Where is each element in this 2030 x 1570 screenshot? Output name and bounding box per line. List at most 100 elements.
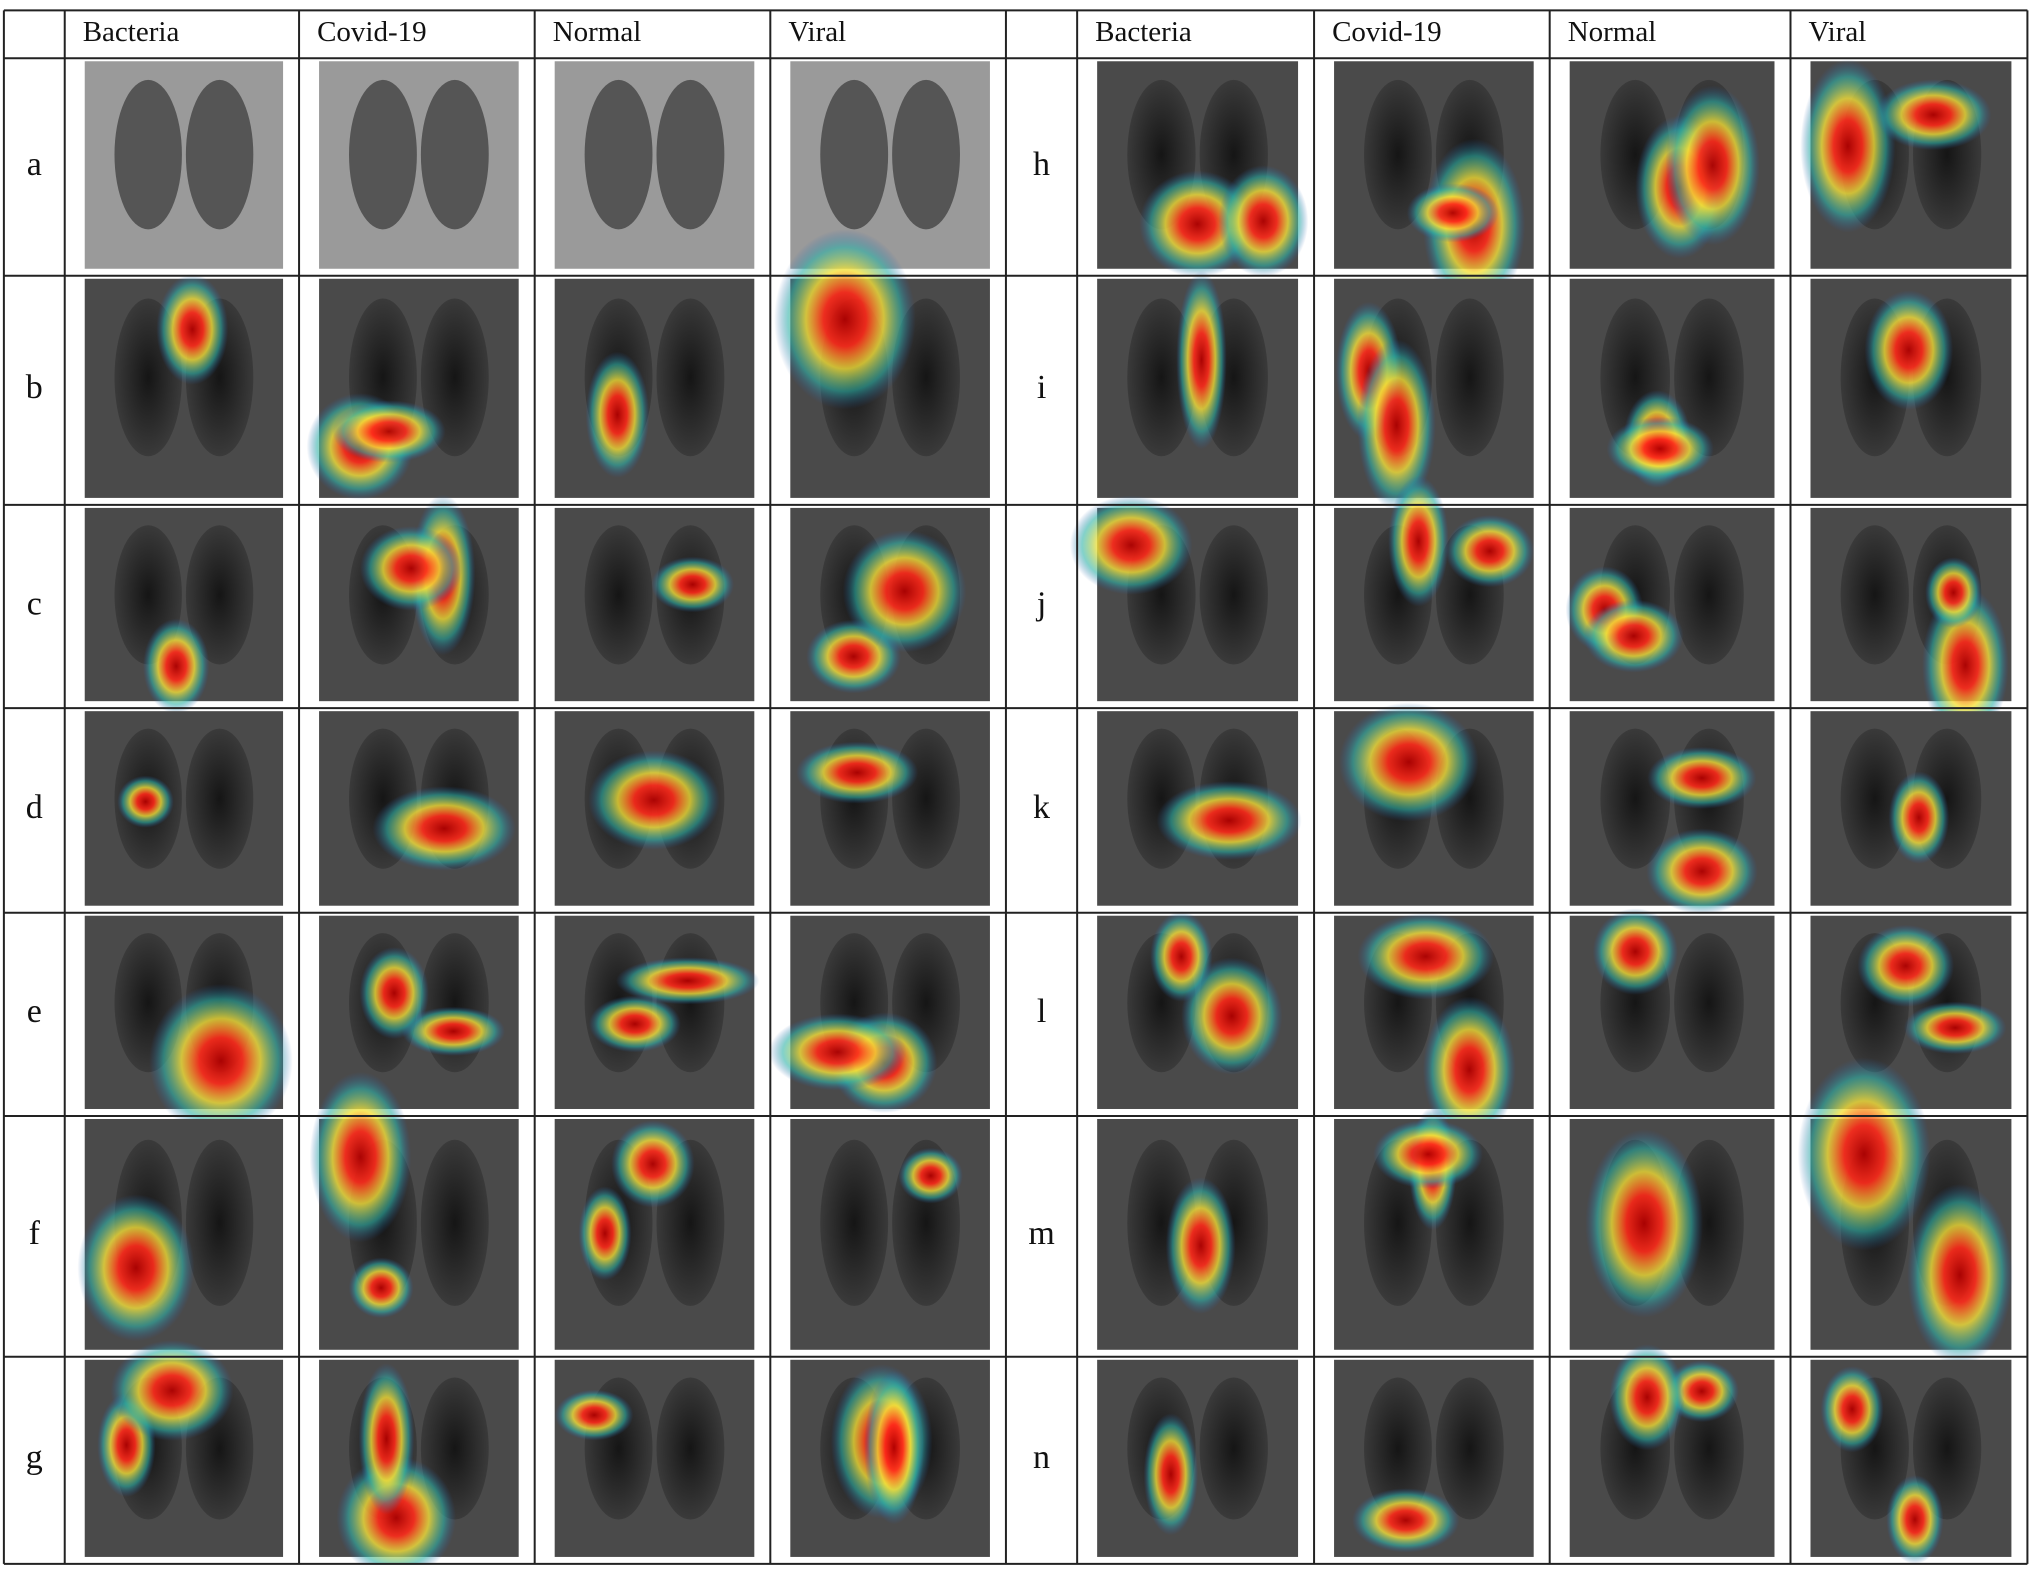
lung xyxy=(584,79,653,230)
lung xyxy=(114,79,182,230)
lung xyxy=(1674,933,1744,1073)
heatmap-overlay xyxy=(1797,1057,1931,1251)
heatmap-overlay xyxy=(149,983,293,1138)
heatmap-overlay xyxy=(1181,957,1283,1075)
heatmap-overlay xyxy=(588,995,681,1053)
heatmap-overlay xyxy=(142,618,210,714)
heatmap-overlay xyxy=(774,229,916,410)
heatmap-overlay xyxy=(1925,557,1982,629)
heatmap-overlay xyxy=(585,351,650,478)
heatmap-overlay xyxy=(360,526,463,611)
row-label: g xyxy=(26,1439,43,1476)
heatmap-overlay xyxy=(156,273,229,385)
heatmap-overlay xyxy=(1388,475,1449,607)
heatmap-overlay xyxy=(1406,183,1499,243)
heatmap-overlay xyxy=(898,1147,963,1204)
heatmap-overlay xyxy=(1888,771,1950,864)
heatmap-overlay xyxy=(769,1013,907,1091)
heatmap-overlay xyxy=(588,750,720,850)
heatmap-overlay xyxy=(1609,1344,1685,1451)
heatmap-overlay xyxy=(615,957,760,1005)
row-label: a xyxy=(27,146,42,183)
heatmap-overlay xyxy=(1647,746,1757,810)
xray-image xyxy=(554,278,755,498)
xray-image xyxy=(554,1359,755,1557)
lung xyxy=(349,79,417,230)
column-header: Normal xyxy=(553,16,642,48)
heatmap-overlay xyxy=(1218,165,1309,277)
heatmap-overlay xyxy=(611,1120,695,1208)
row-label: n xyxy=(1033,1439,1050,1476)
heatmap-overlay xyxy=(555,1389,634,1441)
heatmap-overlay xyxy=(1156,781,1302,860)
heatmap-overlay xyxy=(1373,1119,1483,1189)
heatmap-overlay xyxy=(1646,828,1758,915)
xray-image xyxy=(790,1118,990,1350)
heatmap-overlay xyxy=(1165,1177,1236,1314)
lung xyxy=(1199,1377,1268,1520)
heatmap-overlay xyxy=(359,947,429,1040)
column-header: Viral xyxy=(788,16,846,48)
lung xyxy=(1600,728,1671,869)
heatmap-overlay xyxy=(1338,702,1479,822)
lung xyxy=(820,79,889,230)
row-label: d xyxy=(26,789,43,826)
column-header: Normal xyxy=(1568,16,1657,48)
xray-image xyxy=(84,711,284,906)
row-label: b xyxy=(26,369,43,406)
xray-image xyxy=(554,507,755,702)
heatmap-overlay xyxy=(358,1363,415,1515)
column-header: Covid-19 xyxy=(1332,16,1442,48)
row-label: m xyxy=(1028,1215,1054,1252)
row-label: h xyxy=(1033,146,1050,183)
heatmap-overlay xyxy=(1583,599,1684,673)
heatmap-overlay xyxy=(1800,59,1896,233)
xray-image xyxy=(319,61,519,269)
lung xyxy=(1674,298,1744,457)
heatmap-overlay xyxy=(651,556,735,613)
xray-image xyxy=(84,61,284,269)
lung xyxy=(892,79,960,230)
heatmap-overlay xyxy=(1422,996,1516,1144)
lung xyxy=(656,298,725,457)
row-label: c xyxy=(27,585,42,622)
heatmap-overlay xyxy=(1352,1488,1460,1553)
heatmap-overlay xyxy=(1445,514,1534,588)
heatmap-overlay xyxy=(578,1186,632,1281)
heatmap-overlay xyxy=(110,1340,234,1441)
heatmap-overlay xyxy=(77,1194,195,1342)
column-header: Covid-19 xyxy=(317,16,427,48)
heatmap-overlay xyxy=(796,741,919,804)
heatmap-overlay xyxy=(331,400,446,463)
xray-image xyxy=(554,61,755,269)
xray-image xyxy=(790,711,990,906)
row-label: k xyxy=(1033,789,1050,826)
heatmap-overlay xyxy=(842,530,967,653)
lung xyxy=(1674,525,1744,665)
heatmap-overlay xyxy=(864,1370,925,1525)
lung xyxy=(1364,1377,1432,1520)
lung xyxy=(820,1139,889,1306)
heatmap-overlay xyxy=(1864,290,1954,410)
heatmap-overlay xyxy=(1907,1183,2013,1366)
lung xyxy=(584,525,653,665)
heatmap-overlay xyxy=(1585,1129,1704,1318)
heatmap-overlay xyxy=(372,786,516,871)
heatmap-overlay xyxy=(1922,587,2009,744)
column-header: Bacteria xyxy=(1095,16,1192,48)
lung xyxy=(1199,525,1268,665)
heatmap-overlay xyxy=(117,775,174,828)
lung xyxy=(892,728,960,869)
lung xyxy=(420,1139,489,1306)
heatmap-overlay xyxy=(1886,1474,1944,1565)
heatmap-overlay xyxy=(1143,1413,1199,1536)
heatmap-overlay xyxy=(309,1071,412,1243)
heatmap-overlay xyxy=(1176,270,1227,450)
row-label: j xyxy=(1036,585,1046,622)
lung xyxy=(1364,79,1432,230)
row-label: e xyxy=(27,993,42,1030)
row-label: i xyxy=(1037,369,1046,406)
heatmap-overlay xyxy=(1357,339,1436,512)
column-header: Viral xyxy=(1808,16,1866,48)
